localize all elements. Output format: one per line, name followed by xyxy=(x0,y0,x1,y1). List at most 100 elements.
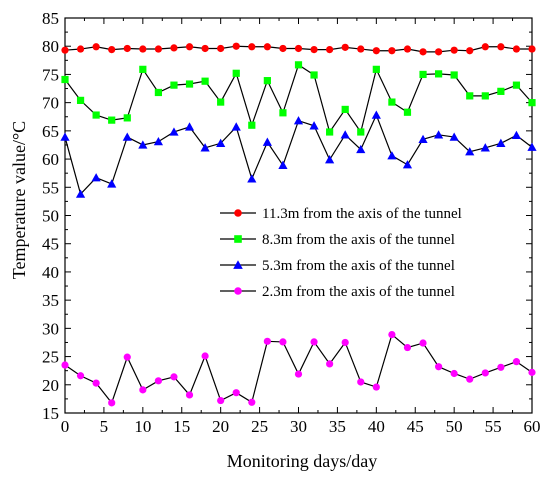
y-tick-label: 85 xyxy=(42,9,59,28)
y-tick-label: 75 xyxy=(42,65,59,84)
data-point xyxy=(139,65,147,73)
series-4 xyxy=(61,330,536,407)
y-tick-label: 70 xyxy=(42,94,59,113)
data-point xyxy=(309,121,319,130)
data-point xyxy=(481,43,489,51)
data-point xyxy=(170,81,178,89)
x-tick-label: 15 xyxy=(173,417,190,436)
legend-item: 11.3m from the axis of the tunnel xyxy=(220,206,462,222)
data-point xyxy=(279,109,287,117)
series-2 xyxy=(61,61,536,136)
data-point xyxy=(371,110,381,119)
data-point xyxy=(497,363,505,371)
data-point xyxy=(528,368,536,376)
series-layer xyxy=(60,42,537,407)
x-tick-label: 5 xyxy=(100,417,109,436)
legend-label: 11.3m from the axis of the tunnel xyxy=(262,206,462,222)
legend-label: 2.3m from the axis of the tunnel xyxy=(262,284,455,300)
legend-item: 8.3m from the axis of the tunnel xyxy=(220,232,455,248)
data-point xyxy=(403,45,412,53)
data-point xyxy=(372,383,380,391)
data-point xyxy=(388,330,396,339)
data-point xyxy=(76,45,85,53)
data-point xyxy=(402,160,413,169)
data-point xyxy=(434,130,444,139)
data-point xyxy=(61,46,69,54)
legend-item: 5.3m from the axis of the tunnel xyxy=(220,258,455,274)
data-point xyxy=(357,378,365,386)
data-point xyxy=(154,377,162,385)
data-point xyxy=(387,151,397,160)
data-point xyxy=(512,81,521,89)
data-point xyxy=(248,121,256,129)
data-point xyxy=(466,92,474,100)
x-tick-label: 55 xyxy=(485,417,502,436)
data-point xyxy=(403,343,412,352)
y-tick-label: 20 xyxy=(42,376,59,395)
data-point xyxy=(170,44,178,52)
data-point xyxy=(435,48,443,56)
data-point xyxy=(263,337,271,345)
data-point xyxy=(450,71,458,79)
x-tick-label: 25 xyxy=(251,417,268,436)
data-point xyxy=(263,43,271,51)
series-3 xyxy=(60,110,537,198)
data-point xyxy=(123,114,131,122)
data-point xyxy=(450,369,458,378)
data-point xyxy=(435,363,443,371)
data-point xyxy=(108,46,116,54)
data-point xyxy=(232,389,240,397)
data-point xyxy=(234,235,242,243)
data-point xyxy=(340,130,350,139)
data-point xyxy=(232,42,240,50)
y-tick-label: 25 xyxy=(42,348,59,367)
data-point xyxy=(511,130,522,140)
legend: 11.3m from the axis of the tunnel 8.3m fr… xyxy=(220,206,462,300)
data-point xyxy=(497,43,505,51)
data-point xyxy=(294,61,303,69)
data-point xyxy=(372,47,380,55)
data-point xyxy=(310,338,318,346)
data-point xyxy=(466,47,474,55)
data-point xyxy=(91,173,101,182)
y-tick-label: 55 xyxy=(42,178,59,197)
x-tick-label: 40 xyxy=(368,417,385,436)
data-point xyxy=(60,132,70,141)
data-point xyxy=(293,116,304,125)
data-point xyxy=(419,70,427,79)
series-line xyxy=(64,333,533,405)
data-point xyxy=(201,77,209,85)
data-point xyxy=(231,122,241,131)
data-point xyxy=(122,132,132,141)
data-point xyxy=(185,80,194,88)
x-tick-label: 20 xyxy=(212,417,229,436)
data-point xyxy=(465,147,475,156)
data-point xyxy=(234,209,242,217)
data-point xyxy=(527,142,537,151)
axes: 0 5 10 15 20 25 30 35 40 45 50 55 60 15 20 25 30 35 40 45 50… xyxy=(42,9,541,436)
data-point xyxy=(92,379,100,387)
data-point xyxy=(233,260,243,269)
data-point xyxy=(216,138,226,147)
data-point xyxy=(435,70,443,78)
y-tick-label: 65 xyxy=(42,122,59,141)
data-point xyxy=(185,391,194,399)
y-tick-label: 35 xyxy=(42,291,59,310)
data-point xyxy=(512,358,521,366)
data-point xyxy=(184,122,195,131)
data-point xyxy=(139,45,147,53)
series-1 xyxy=(61,42,536,56)
y-tick-label: 30 xyxy=(42,319,59,338)
data-point xyxy=(153,136,163,146)
data-point xyxy=(217,44,225,53)
data-point xyxy=(138,140,148,149)
x-tick-label: 10 xyxy=(134,417,151,436)
series-line xyxy=(64,113,533,196)
data-point xyxy=(92,111,100,119)
data-point xyxy=(418,134,428,144)
data-point xyxy=(169,127,179,136)
data-point xyxy=(326,128,334,136)
data-point xyxy=(279,44,287,53)
x-axis-title: Monitoring days/day xyxy=(227,451,378,471)
